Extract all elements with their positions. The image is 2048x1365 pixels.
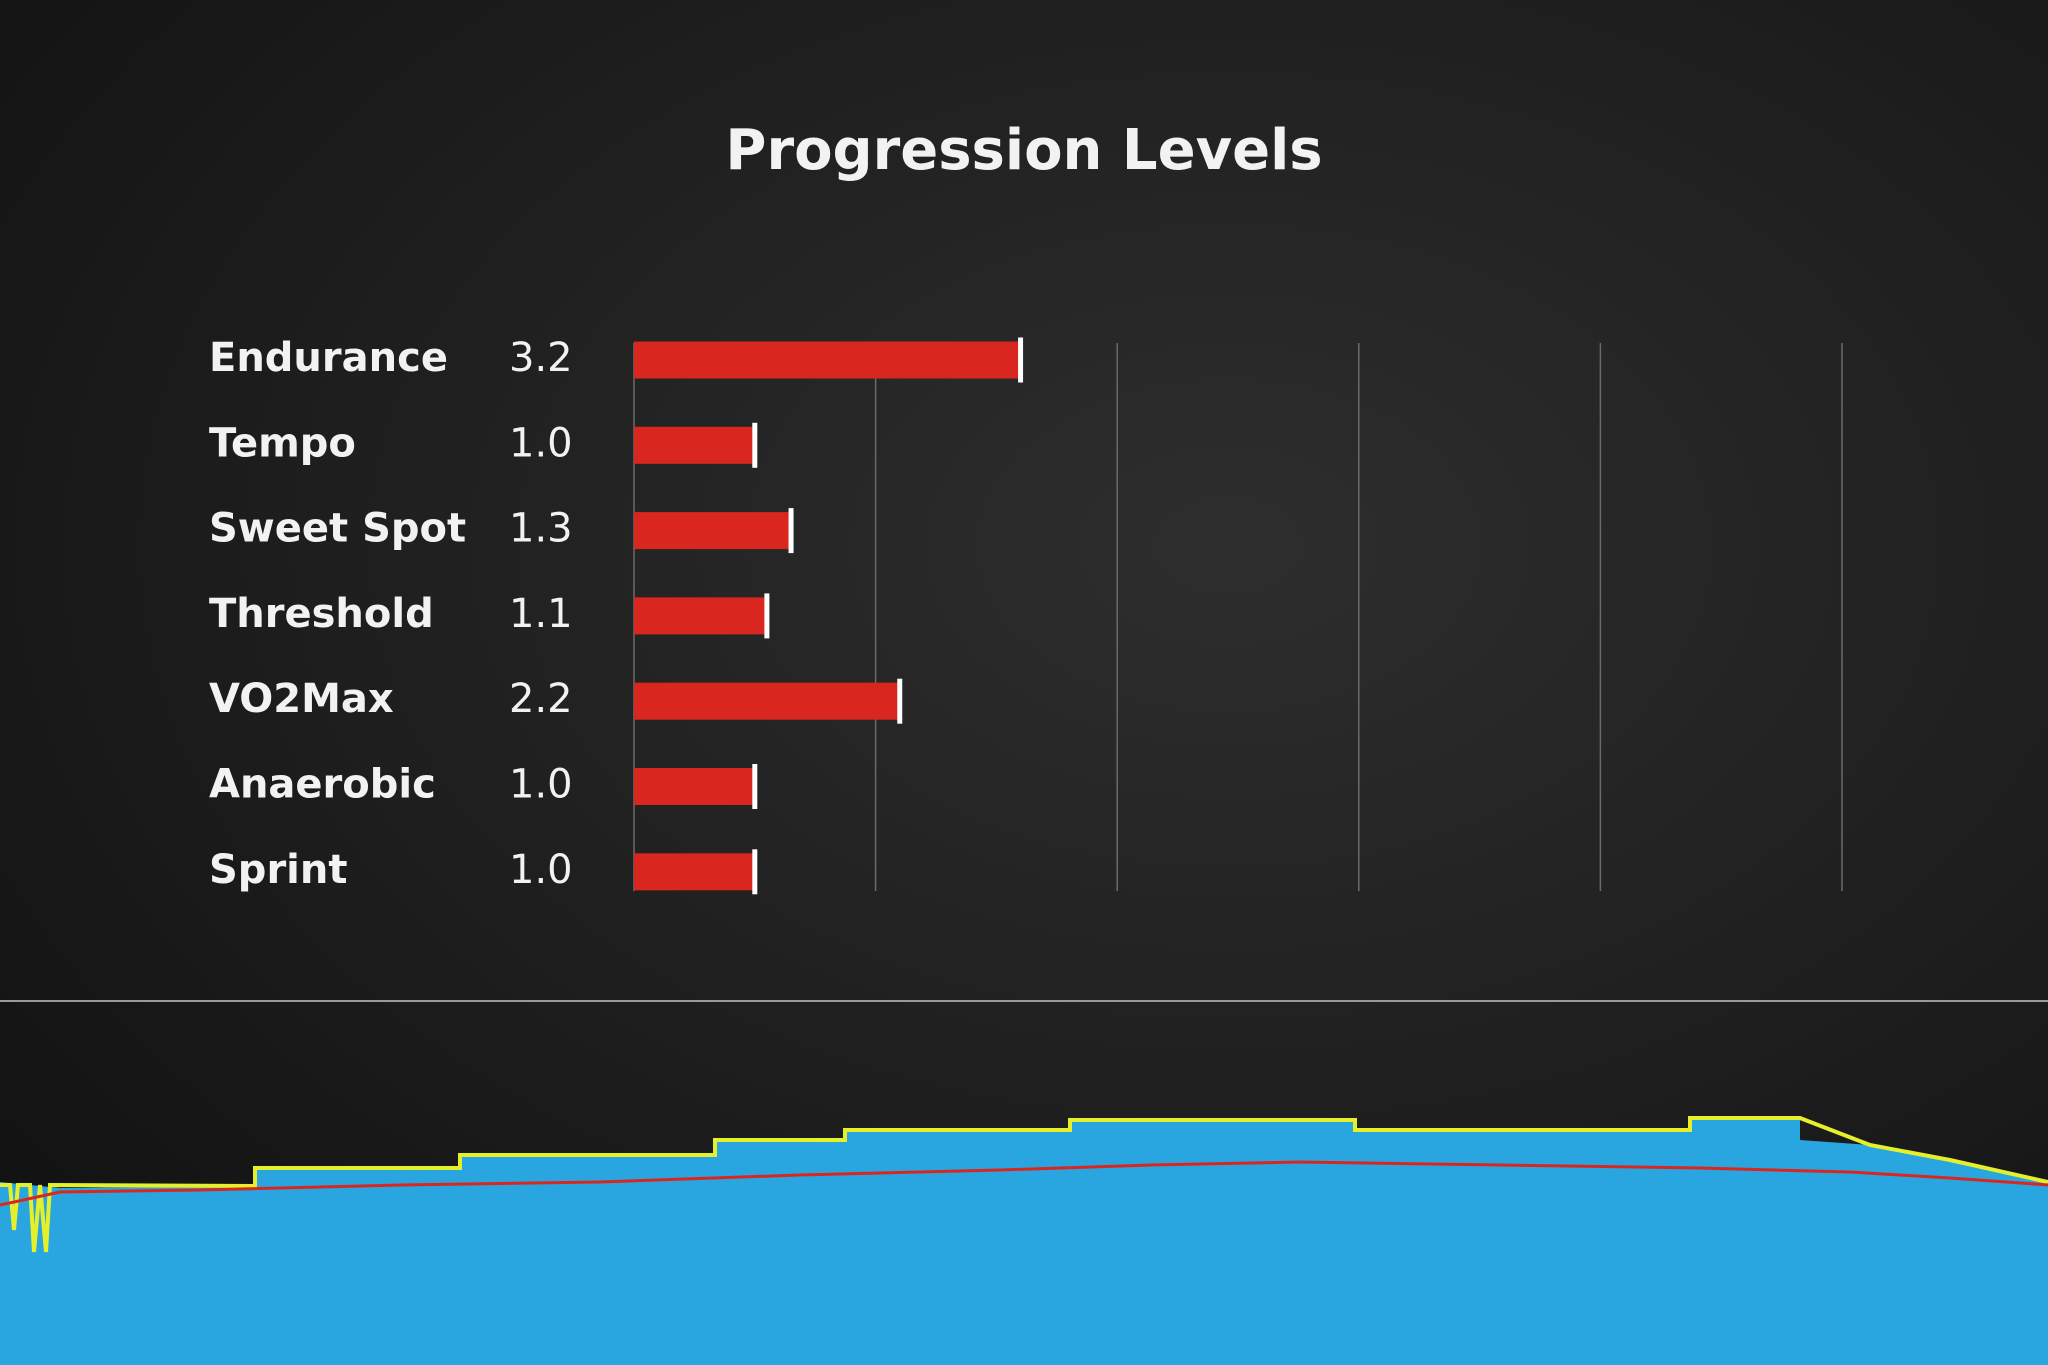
value-label: 1.0 [509,762,573,808]
bar [634,768,755,805]
category-label: Sweet Spot [209,506,466,552]
category-label: VO2Max [209,676,394,722]
chart-title: Progression Levels [725,118,1322,183]
value-label: 1.3 [509,506,573,552]
category-label: Endurance [209,335,448,381]
bar [634,512,792,550]
bar [634,682,900,720]
bar [634,597,767,635]
value-label: 1.0 [509,847,573,893]
bar [634,341,1021,379]
category-label: Anaerobic [209,762,436,808]
bar-end-marker [752,764,758,809]
value-label: 1.1 [509,591,573,637]
value-label: 2.2 [509,676,573,722]
value-label: 3.2 [509,335,573,381]
bar [634,426,755,464]
bar [634,853,755,891]
category-label: Threshold [209,591,434,637]
category-label: Sprint [209,847,347,893]
bar-end-marker [897,678,903,724]
bar-end-marker [752,849,758,895]
bar-end-marker [1018,337,1024,383]
bar-end-marker [752,422,758,468]
bar-end-marker [788,508,794,554]
workout-profile [0,1116,2048,1365]
value-label: 1.0 [509,420,573,466]
bar-end-marker [764,593,770,639]
category-label: Tempo [209,420,356,466]
